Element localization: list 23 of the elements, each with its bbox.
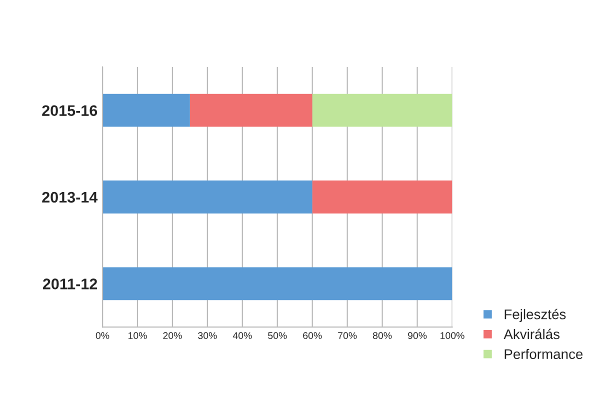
bar [312,94,452,127]
bar [190,94,312,127]
x-tick-label: 60% [303,332,322,340]
x-tick-label: 20% [163,332,182,340]
bar [102,94,190,127]
x-tick-label: 80% [372,332,392,340]
x-tick-label: 70% [338,332,357,340]
bar [102,180,312,214]
y-tick-label: 2015-16 [42,105,98,116]
x-tick-label: 50% [268,332,287,340]
legend-label: Akvirálás [504,328,560,340]
y-tick-label: 2011-12 [42,278,98,290]
x-tick-label: 10% [128,332,147,340]
x-tick-label: 100% [440,332,464,340]
legend-label: Fejlesztés [504,308,566,322]
x-tick-label: 90% [408,332,427,340]
y-tick-label: 2013-14 [42,192,98,203]
bar [102,267,452,300]
x-tick-label: 0% [96,332,110,340]
legend-label: Performance [504,348,583,360]
x-tick-label: 40% [232,332,252,340]
bar [312,180,452,214]
x-tick-label: 30% [198,332,217,340]
